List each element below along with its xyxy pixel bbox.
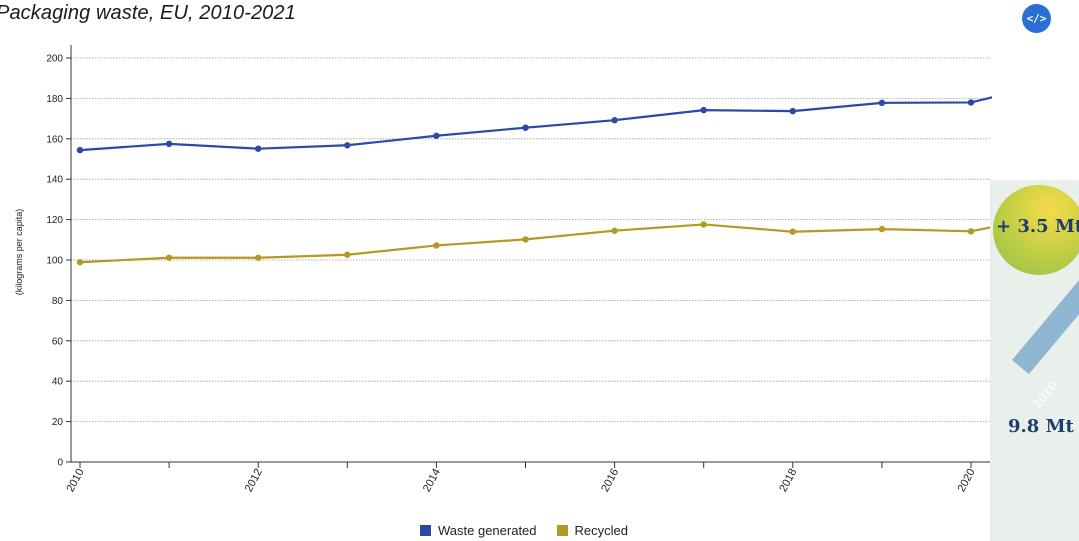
y-tick-label: 200 <box>46 54 63 65</box>
y-axis-label: (kilograms per capita) <box>14 209 24 296</box>
data-point[interactable] <box>433 242 440 249</box>
legend-swatch-waste <box>420 525 431 536</box>
legend-item-waste[interactable]: Waste generated <box>420 523 537 538</box>
baseline-value: 9.8 Mt <box>1008 416 1074 437</box>
side-infographic-panel: + 3.5 Mt 2010 9.8 Mt <box>990 180 1079 541</box>
x-tick-label: 2020 <box>956 467 978 494</box>
legend-label-recycled: Recycled <box>574 523 628 538</box>
series-line-recycled <box>79 223 992 264</box>
data-point[interactable] <box>789 228 796 235</box>
y-tick-label: 120 <box>46 215 63 226</box>
legend-swatch-recycled <box>556 525 568 536</box>
y-tick-label: 0 <box>57 458 63 469</box>
data-point[interactable] <box>611 117 618 124</box>
x-tick-label: 2016 <box>599 467 621 494</box>
data-point[interactable] <box>165 140 173 148</box>
data-point[interactable] <box>433 132 440 139</box>
grid-lines <box>71 57 990 423</box>
y-tick-label: 40 <box>52 377 64 388</box>
series-layer <box>76 78 1063 266</box>
data-point[interactable] <box>165 254 173 261</box>
data-point[interactable] <box>611 227 618 234</box>
x-tick-label: 2010 <box>65 467 87 494</box>
y-tick-label: 180 <box>46 94 63 105</box>
year-ribbon-label: 2010 <box>1030 378 1061 412</box>
series-line-waste-generated <box>79 96 992 152</box>
data-point[interactable] <box>789 107 796 115</box>
change-value: + 3.5 Mt <box>996 216 1079 237</box>
y-tick-label: 20 <box>52 417 64 428</box>
axes: 0 20 40 60 80 100 120 140 160 180 200 2010 2012 2014 2… <box>46 45 990 494</box>
y-tick-label: 80 <box>52 296 64 307</box>
data-point[interactable] <box>878 225 886 233</box>
legend-label-waste: Waste generated <box>438 523 537 538</box>
y-tick-label: 140 <box>46 175 63 186</box>
data-point[interactable] <box>522 236 529 243</box>
x-tick-label: 2012 <box>243 467 265 494</box>
data-point[interactable] <box>967 228 975 235</box>
data-point[interactable] <box>255 254 262 261</box>
y-tick-label: 160 <box>46 134 63 145</box>
data-point[interactable] <box>967 99 975 106</box>
data-point[interactable] <box>700 106 707 114</box>
y-tick-label: 60 <box>52 336 64 347</box>
data-point[interactable] <box>344 142 351 149</box>
x-tick-label: 2014 <box>421 467 443 494</box>
chart-title: Packaging waste, EU, 2010-2021 <box>0 2 296 24</box>
embed-code-button[interactable]: </> <box>1022 4 1051 33</box>
chart-legend: Waste generated Recycled <box>420 523 648 538</box>
data-point[interactable] <box>700 221 707 228</box>
data-point[interactable] <box>76 146 84 154</box>
data-point[interactable] <box>344 251 351 258</box>
change-bubble <box>993 185 1079 275</box>
legend-item-recycled[interactable]: Recycled <box>556 523 628 538</box>
data-point[interactable] <box>522 124 529 131</box>
x-tick-label: 2018 <box>777 467 799 494</box>
data-point[interactable] <box>1057 78 1063 84</box>
year-ribbon <box>1012 275 1079 375</box>
data-point[interactable] <box>76 259 84 266</box>
data-point[interactable] <box>878 99 886 107</box>
y-tick-label: 100 <box>46 256 63 267</box>
data-point[interactable] <box>255 145 262 152</box>
